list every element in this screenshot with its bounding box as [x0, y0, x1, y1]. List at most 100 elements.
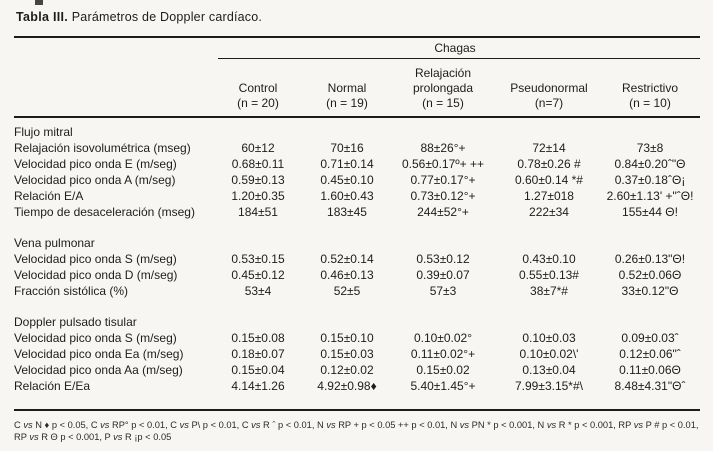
table-cell: 0.52±0.14: [320, 252, 374, 266]
section-header-label: Vena pulmonar: [14, 236, 95, 250]
footnote-vs: vs: [633, 420, 644, 430]
table-cell: 0.13±0.04: [522, 363, 576, 377]
footnote-text: P # p < 0.01, RP: [14, 420, 699, 442]
table-cell: 0.59±0.13: [231, 173, 285, 187]
table-cell: 155±44 Θ!: [622, 205, 678, 219]
table-row: Velocidad pico onda S (m/seg) 0.15±0.08 0.…: [14, 330, 700, 346]
table-cell: 183±45: [327, 205, 367, 219]
column-headers: Control (n = 20) Normal (n = 19) Relajación p…: [210, 59, 700, 111]
table-cell: 0.52±0.06Θ: [618, 268, 682, 282]
table-cell: 0.78±0.26 #: [517, 157, 581, 171]
table-cell: 0.56±0.17º+ ++: [401, 157, 485, 171]
table-cell: 0.26±0.13"Θ!: [614, 252, 686, 266]
table-cell: 0.60±0.14 *#: [515, 173, 583, 187]
table-cell: 0.55±0.13#: [519, 268, 579, 282]
table-title: Tabla III. Parámetros de Doppler cardíac…: [16, 10, 262, 24]
section-header-label: Doppler pulsado tisular: [14, 315, 137, 329]
table-cell: 1.27±018: [524, 189, 574, 203]
table-caption: Parámetros de Doppler cardíaco.: [68, 10, 263, 24]
table-cell: 88±26°+: [420, 141, 466, 155]
section-header-row: Doppler pulsado tisular: [14, 314, 700, 330]
row-label: Velocidad pico onda Aa (m/seg): [14, 363, 183, 377]
table-cell: 0.77±0.17°+: [410, 173, 476, 187]
table-cell: 0.11±0.02°+: [410, 347, 476, 361]
footnote-vs: vs: [179, 420, 189, 430]
footnote-text: R Θ p < 0.001, P: [38, 432, 114, 442]
table-cell: 0.37±0.18ˆΘ¡: [614, 173, 686, 187]
table-cell: 0.15±0.02: [416, 363, 470, 377]
row-label: Velocidad pico onda Ea (m/seg): [14, 347, 184, 361]
table-row: Velocidad pico onda Aa (m/seg) 0.15±0.04 0…: [14, 362, 700, 378]
table-row: Relación E/A 1.20±0.35 1.60±0.43 0.73±0.12°…: [14, 188, 700, 204]
row-label: Relación E/A: [14, 189, 84, 203]
table-cell: 0.15±0.04: [231, 363, 285, 377]
table-cell: 4.92±0.98♦: [317, 379, 377, 393]
table-cell: 60±12: [241, 141, 275, 155]
table-cell: 0.43±0.10: [522, 252, 576, 266]
table-cell: 0.11±0.06Θ: [619, 363, 681, 377]
table-row: Velocidad pico onda Ea (m/seg) 0.18±0.07 0…: [14, 346, 700, 362]
footnote-vs: vs: [23, 420, 33, 430]
column-header: Control (n = 20): [237, 81, 279, 110]
footnote-vs: vs: [100, 420, 110, 430]
column-header: Pseudonormal (n=7): [510, 81, 588, 110]
footnote-text: RP° p < 0.01, C: [109, 420, 180, 430]
table-cell: 53±4: [244, 284, 272, 298]
footnote-text: PN * p < 0.001, N: [469, 420, 547, 430]
section-header-row: Vena pulmonar: [14, 235, 700, 251]
rule-bottom: [14, 409, 700, 411]
section-header-label: Flujo mitral: [14, 125, 73, 139]
table-cell: 57±3: [429, 284, 457, 298]
table-cell: 0.09±0.03ˆ: [621, 331, 679, 345]
table-cell: 0.15±0.08: [231, 331, 285, 345]
row-label: Velocidad pico onda A (m/seg): [14, 173, 176, 187]
scan-artifact-mark: [35, 0, 43, 5]
table-cell: 0.84±0.20ˆ"Θ: [614, 157, 686, 171]
table-cell: 0.12±0.06"ˆ: [619, 347, 681, 361]
footnote-vs: vs: [459, 420, 470, 430]
table-cell: 8.48±4.31"Θˆ: [614, 379, 686, 393]
table-cell: 0.71±0.14: [320, 157, 374, 171]
footnote-text: RP + p < 0.05 ++ p < 0.01, N: [335, 420, 460, 430]
table-cell: 2.60±1.13' +"ˆΘ!: [606, 189, 694, 203]
table-row: Velocidad pico onda A (m/seg) 0.59±0.13 0.…: [14, 172, 700, 188]
table-row: Relajación isovolumétrica (mseg) 60±12 70±…: [14, 140, 700, 156]
table-cell: 244±52°+: [417, 205, 469, 219]
footnote-text: R ˆ p < 0.01, N: [260, 420, 327, 430]
footnote-vs: vs: [251, 420, 261, 430]
footnote: C vs N ♦ p < 0.05, C vs RP° p < 0.01, C …: [14, 419, 703, 443]
footnote-text: R * p < 0.001, RP: [556, 420, 634, 430]
table-cell: 0.10±0.02°: [413, 331, 473, 345]
footnote-vs: vs: [113, 432, 123, 442]
footnote-text: N ♦ p < 0.05, C: [32, 420, 101, 430]
table-row: Fracción sistólica (%) 53±4 52±5 57±3 38±7*#…: [14, 283, 700, 299]
group-header-chagas: Chagas: [434, 41, 476, 55]
table-row: Velocidad pico onda E (m/seg) 0.68±0.11 0.…: [14, 156, 700, 172]
row-label: Relajación isovolumétrica (mseg): [14, 141, 191, 155]
row-label: Velocidad pico onda S (m/seg): [14, 331, 177, 345]
column-header: Normal (n = 19): [326, 81, 368, 110]
row-label: Velocidad pico onda D (m/seg): [14, 268, 178, 282]
table-cell: 7.99±3.15*#\: [515, 379, 583, 393]
table-cell: 0.15±0.10: [320, 331, 374, 345]
table-cell: 72±14: [532, 141, 566, 155]
row-label: Fracción sistólica (%): [14, 284, 129, 298]
footnote-vs: vs: [326, 420, 336, 430]
section-header-row: Flujo mitral: [14, 124, 700, 140]
rule-top: [14, 36, 700, 38]
table-cell: 0.45±0.12: [231, 268, 285, 282]
table-cell: 0.18±0.07: [231, 347, 285, 361]
table-cell: 184±51: [238, 205, 278, 219]
column-header: Restrictivo (n = 10): [621, 81, 678, 110]
table-cell: 38±7*#: [530, 284, 568, 298]
table-cell: 0.10±0.03: [522, 331, 576, 345]
column-header: Relajación prolongada (n = 15): [412, 66, 474, 110]
table-cell: 1.20±0.35: [231, 189, 285, 203]
footnote-vs: vs: [29, 432, 39, 442]
footnote-text: R ¡p < 0.05: [122, 432, 172, 442]
table-cell: 0.53±0.12: [416, 252, 470, 266]
row-label: Velocidad pico onda E (m/seg): [14, 157, 177, 171]
table-cell: 70±16: [330, 141, 364, 155]
footnote-text: P\ p < 0.01, C: [188, 420, 252, 430]
